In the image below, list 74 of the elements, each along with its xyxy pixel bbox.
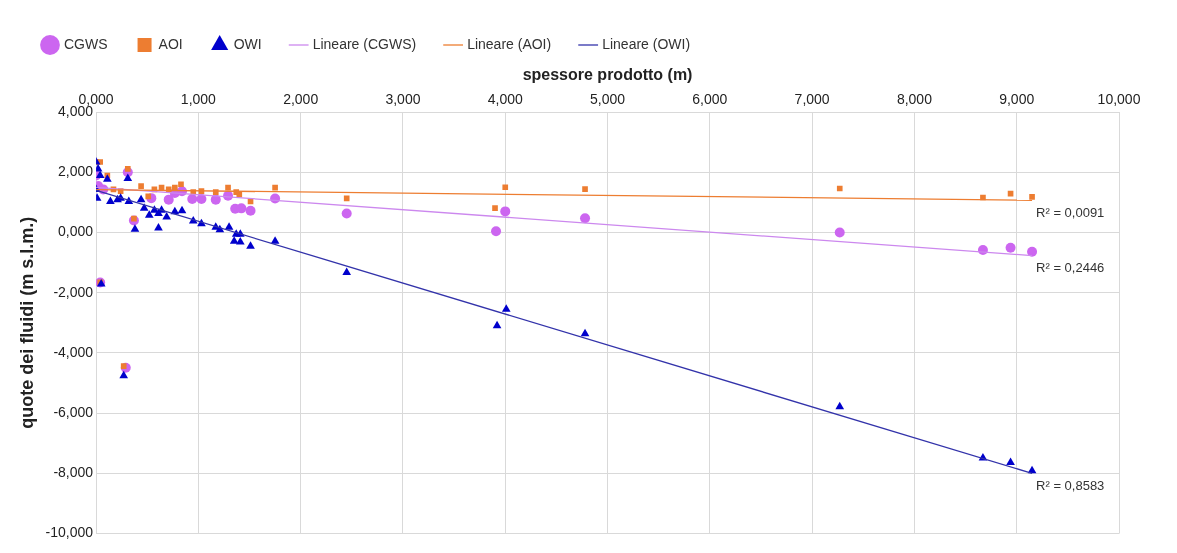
point: [163, 194, 174, 205]
point: [1005, 242, 1016, 253]
point: [492, 205, 498, 211]
x-tick-label: 3,000: [385, 91, 421, 108]
x-tick-label: 6,000: [692, 91, 728, 108]
point: [138, 183, 144, 189]
y-tick-label: -2,000: [53, 283, 94, 300]
legend-label: Lineare (AOI): [467, 35, 552, 52]
point: [123, 173, 133, 182]
point: [502, 184, 509, 191]
legend-label: Lineare (OWI): [602, 35, 691, 52]
x-tick-label: 7,000: [794, 91, 830, 108]
y-tick-label: -6,000: [53, 404, 94, 420]
point: [144, 210, 154, 218]
point: [834, 227, 845, 238]
point: [124, 166, 131, 172]
point: [229, 236, 239, 244]
point: [130, 224, 140, 232]
y-axis-title: quote dei fluidi (m s.l.m.): [16, 216, 37, 429]
point: [580, 213, 591, 224]
point: [145, 193, 152, 200]
point: [341, 208, 352, 219]
point: [580, 328, 590, 337]
annotation: R² = 0,2446: [1036, 260, 1105, 276]
point: [836, 185, 843, 192]
point: [343, 195, 350, 202]
x-tick-label: 8,000: [896, 91, 933, 108]
point: [224, 222, 234, 230]
x-axis-title: spessore prodotto (m): [522, 66, 693, 84]
point: [225, 184, 231, 191]
point: [187, 194, 198, 205]
point: [162, 212, 171, 220]
point: [582, 186, 588, 192]
x-tick-label: 10,000: [1097, 91, 1141, 108]
point: [235, 237, 245, 245]
point: [178, 181, 184, 188]
point: [177, 205, 187, 214]
legend-label: Lineare (CGWS): [312, 35, 417, 52]
annotation: R² = 0,0091: [1036, 204, 1105, 220]
point: [1006, 457, 1015, 466]
point: [501, 304, 511, 312]
legend-label: OWI: [233, 35, 262, 52]
x-tick-label: 5,000: [590, 91, 626, 108]
point: [492, 320, 502, 329]
point: [136, 194, 146, 203]
point: [106, 196, 115, 204]
point: [131, 215, 137, 222]
point: [245, 205, 256, 216]
x-tick-label: 1,000: [180, 91, 217, 108]
point: [1029, 194, 1035, 200]
y-tick-label: -8,000: [53, 464, 94, 481]
point: [172, 184, 178, 191]
point: [246, 241, 255, 249]
legend-label: CGWS: [64, 35, 108, 52]
point: [835, 401, 845, 410]
y-tick-label: -10,000: [45, 524, 94, 541]
x-tick-label: 4,000: [487, 91, 523, 108]
point: [154, 222, 163, 231]
x-tick-label: 2,000: [283, 91, 319, 108]
y-tick-label: -4,000: [53, 343, 94, 360]
y-tick-label: 2,000: [58, 163, 94, 180]
point: [270, 236, 280, 244]
point: [500, 206, 511, 217]
annotation: R² = 0,8583: [1036, 477, 1105, 493]
point: [342, 267, 352, 276]
point: [139, 203, 149, 211]
point: [120, 363, 127, 369]
x-tick-label: 9,000: [999, 91, 1035, 108]
legend-label: AOI: [158, 35, 183, 52]
point: [1027, 246, 1038, 257]
point: [119, 370, 129, 379]
point: [491, 226, 502, 237]
point: [272, 184, 278, 191]
y-tick-label: 0,000: [58, 223, 94, 240]
